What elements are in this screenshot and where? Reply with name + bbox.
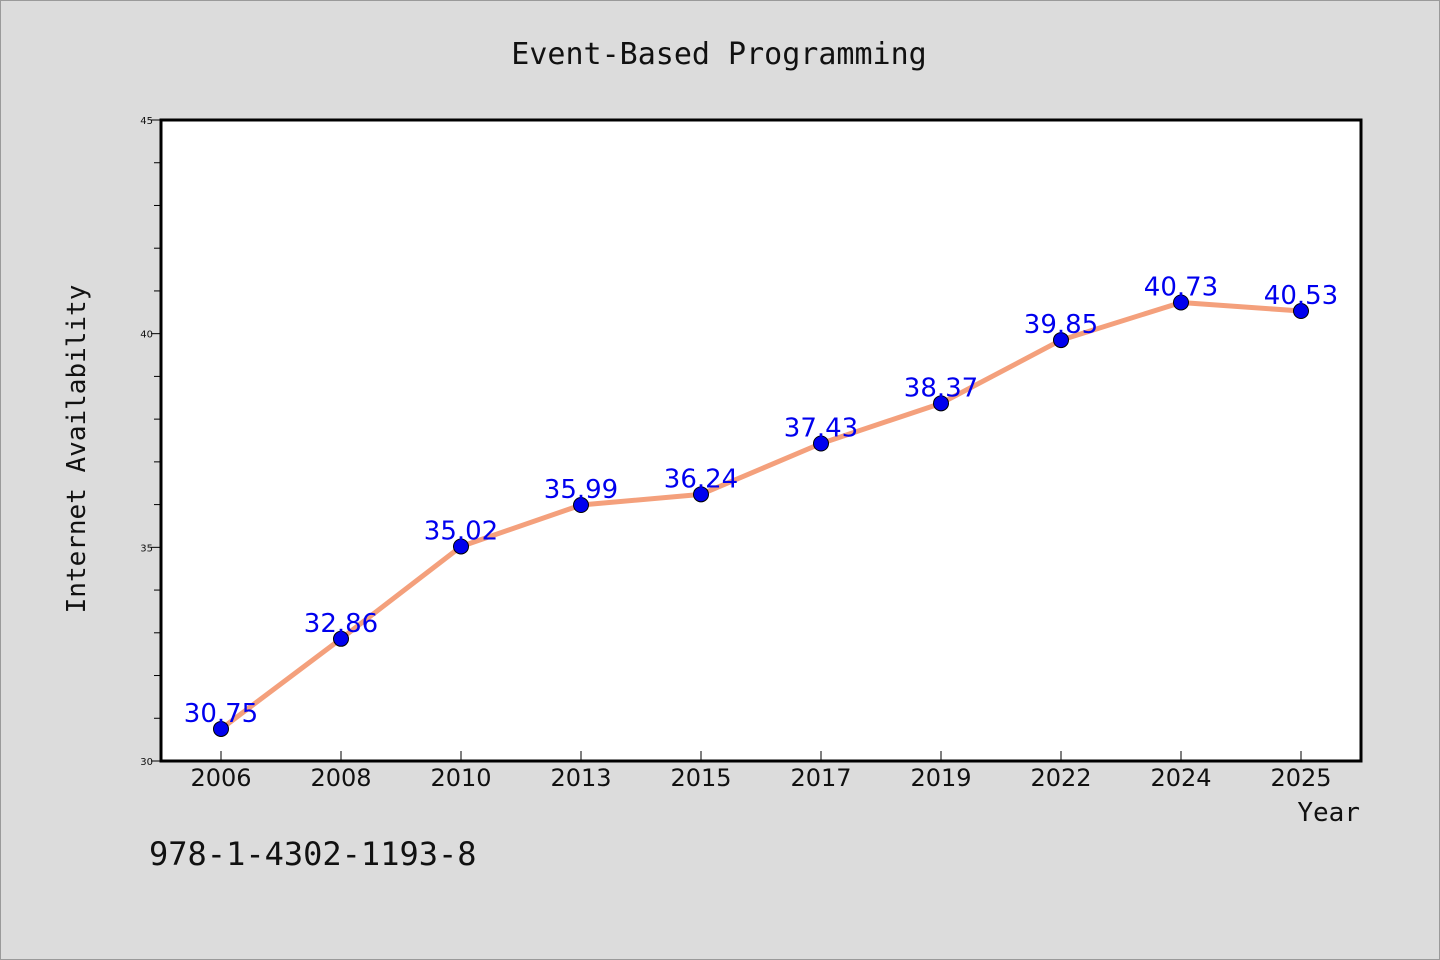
data-label: 36.24 <box>664 464 738 494</box>
x-tick-label: 2017 <box>790 764 851 792</box>
y-tick-label: 30 <box>140 757 153 768</box>
data-point <box>453 538 469 555</box>
x-tick-label: 2015 <box>670 764 731 792</box>
y-tick-label: 40 <box>140 330 153 341</box>
y-tick-label: 45 <box>140 116 153 127</box>
x-tick-label: 2019 <box>910 764 971 792</box>
data-labels: 30.75 32.86 35.02 35.99 36.24 37.43 38.37 39.85… <box>184 272 1338 728</box>
y-axis: 30 35 40 45 <box>140 116 161 768</box>
x-axis: 2006 2008 2010 2013 2015 2017 2019 2022 2024 2025 <box>190 751 1332 792</box>
data-label: 38.37 <box>904 373 978 403</box>
x-tick-label: 2006 <box>190 764 251 792</box>
data-point <box>333 630 349 647</box>
data-label: 30.75 <box>184 699 258 729</box>
series-line <box>218 299 1304 732</box>
x-tick-label: 2024 <box>1150 764 1211 792</box>
y-axis-label: Internet Availability <box>62 285 92 614</box>
isbn-text: 978-1-4302-1193-8 <box>149 835 477 873</box>
x-axis-label: Year <box>1297 798 1360 828</box>
data-label: 40.73 <box>1144 272 1218 302</box>
data-point <box>933 395 949 412</box>
data-point <box>1293 303 1309 320</box>
data-point <box>1173 294 1189 311</box>
data-label: 35.99 <box>544 475 618 505</box>
series-markers <box>213 294 1309 737</box>
data-point <box>693 486 709 503</box>
data-label: 35.02 <box>424 516 498 546</box>
x-tick-label: 2013 <box>550 764 611 792</box>
chart-title: Event-Based Programming <box>511 37 926 72</box>
data-point <box>573 497 589 514</box>
data-point <box>1053 332 1069 349</box>
data-label: 40.53 <box>1264 281 1338 311</box>
x-tick-label: 2010 <box>430 764 491 792</box>
data-label: 32.86 <box>304 609 378 639</box>
data-point <box>813 435 829 452</box>
x-tick-label: 2008 <box>310 764 371 792</box>
data-label: 39.85 <box>1024 310 1098 340</box>
x-tick-label: 2022 <box>1030 764 1091 792</box>
x-tick-label: 2025 <box>1270 764 1331 792</box>
plot-area <box>159 118 1363 763</box>
y-tick-label: 35 <box>140 543 153 554</box>
data-label: 37.43 <box>784 413 858 443</box>
data-point <box>213 720 229 737</box>
